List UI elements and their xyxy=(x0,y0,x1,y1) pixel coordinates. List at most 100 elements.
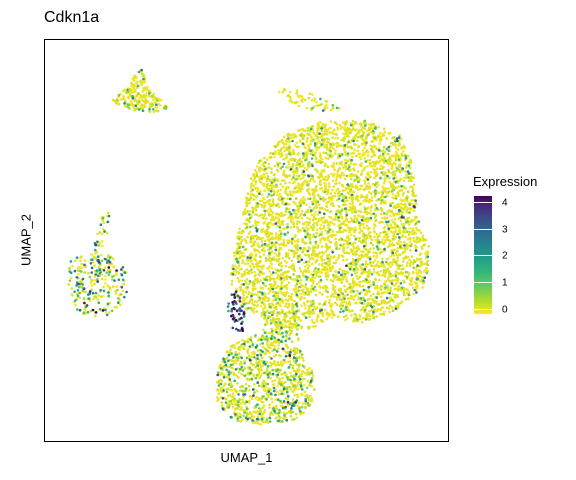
cell-point xyxy=(317,213,320,216)
cell-point xyxy=(371,196,374,199)
cell-point xyxy=(319,251,322,254)
cell-point xyxy=(410,208,413,211)
cell-point xyxy=(224,383,227,386)
cell-point xyxy=(263,380,266,383)
cell-point xyxy=(236,267,239,270)
cell-point xyxy=(318,139,321,142)
cell-point xyxy=(100,296,103,299)
cell-point xyxy=(380,213,383,216)
cell-point xyxy=(133,85,136,88)
cell-point xyxy=(348,221,351,224)
cell-point xyxy=(263,184,266,187)
cell-point xyxy=(394,195,397,198)
cell-point xyxy=(257,221,260,224)
cell-point xyxy=(247,262,250,265)
cell-point xyxy=(326,137,329,140)
cell-point xyxy=(368,123,371,126)
cell-point xyxy=(131,104,134,107)
cell-point xyxy=(405,288,408,291)
cell-point xyxy=(301,251,304,254)
cell-point xyxy=(347,272,350,275)
cell-point xyxy=(269,404,272,407)
cell-point xyxy=(260,374,263,377)
cell-point xyxy=(263,221,266,224)
cell-point xyxy=(337,315,340,318)
cell-point xyxy=(357,296,360,299)
cell-point xyxy=(309,234,312,237)
cell-point xyxy=(262,329,265,332)
cell-point xyxy=(341,270,344,273)
cell-point xyxy=(338,278,341,281)
cell-point xyxy=(239,256,242,259)
cell-point xyxy=(329,146,332,149)
cell-point xyxy=(339,268,342,271)
cell-point xyxy=(383,265,386,268)
cell-point xyxy=(232,406,235,409)
cell-point xyxy=(113,306,116,309)
cell-point xyxy=(256,195,259,198)
cell-point xyxy=(262,217,265,220)
cell-point xyxy=(243,255,246,258)
cell-point xyxy=(307,164,310,167)
cell-point xyxy=(234,265,237,268)
cell-point xyxy=(413,184,416,187)
cell-point xyxy=(284,271,287,274)
cell-point xyxy=(239,250,242,253)
cell-point xyxy=(355,268,358,271)
cell-point xyxy=(307,380,310,383)
cell-point xyxy=(262,265,265,268)
cell-point xyxy=(403,186,406,189)
cell-point xyxy=(366,304,369,307)
cell-point xyxy=(307,309,310,312)
cell-point xyxy=(289,226,292,229)
cell-point xyxy=(418,269,421,272)
cell-point xyxy=(374,204,377,207)
cell-point xyxy=(238,412,241,415)
cell-point xyxy=(302,227,305,230)
cell-point xyxy=(300,296,303,299)
cell-point xyxy=(385,187,388,190)
cell-point xyxy=(332,162,335,165)
cell-point xyxy=(304,241,307,244)
cell-point xyxy=(295,92,298,95)
cell-point xyxy=(371,265,374,268)
cell-point xyxy=(332,164,335,167)
cell-point xyxy=(363,237,366,240)
cell-point xyxy=(160,99,163,102)
cell-point xyxy=(299,165,302,168)
cell-point xyxy=(285,244,288,247)
cell-point xyxy=(301,284,304,287)
cell-point xyxy=(388,301,391,304)
cell-point xyxy=(324,286,327,289)
cell-point xyxy=(352,120,355,123)
cell-point xyxy=(357,170,360,173)
cell-point xyxy=(380,296,383,299)
cell-point xyxy=(301,161,304,164)
cell-point xyxy=(341,278,344,281)
cell-point xyxy=(237,359,240,362)
cell-point xyxy=(261,249,264,252)
cell-point xyxy=(307,209,310,212)
cell-point xyxy=(319,183,322,186)
cell-point xyxy=(409,241,412,244)
cell-point xyxy=(263,253,266,256)
cell-point xyxy=(247,378,250,381)
cell-point xyxy=(276,376,279,379)
cell-point xyxy=(330,210,333,213)
cell-point xyxy=(361,155,364,158)
cell-point xyxy=(363,168,366,171)
cell-point xyxy=(343,149,346,152)
cell-point xyxy=(332,287,335,290)
cell-point xyxy=(298,401,301,404)
cell-point xyxy=(292,191,295,194)
cell-point xyxy=(225,388,228,391)
cell-point xyxy=(270,219,273,222)
cell-point xyxy=(252,194,255,197)
cell-point xyxy=(287,160,290,163)
cell-point xyxy=(264,292,267,295)
cell-point xyxy=(302,359,305,362)
cell-point xyxy=(289,360,292,363)
cell-point xyxy=(139,94,142,97)
cell-point xyxy=(341,172,344,175)
cell-point xyxy=(347,135,350,138)
